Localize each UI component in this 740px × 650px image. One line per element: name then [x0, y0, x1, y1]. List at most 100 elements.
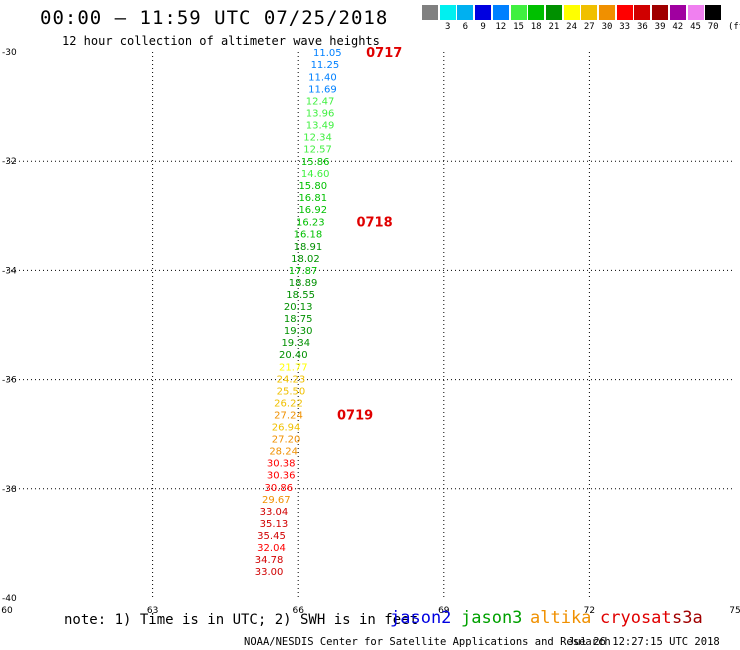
color-legend-label: 21: [548, 22, 560, 32]
swh-data-label: 28.24: [269, 447, 298, 458]
swh-data-label: 27.20: [272, 435, 301, 446]
color-legend-label: 12: [495, 22, 507, 32]
swh-data-label: 27.24: [274, 411, 303, 422]
color-legend-swatch: [510, 5, 527, 20]
satellite-legend-jason2: jason2: [390, 608, 452, 628]
swh-data-label: 15.86: [301, 157, 330, 168]
color-legend-swatch: [652, 5, 669, 20]
y-tick-label: -40: [2, 594, 17, 604]
swh-data-label: 16.23: [296, 217, 325, 228]
color-legend-label: 9: [480, 22, 486, 32]
swh-data-label: 29.67: [262, 495, 291, 506]
swh-data-label: 18.89: [289, 278, 318, 289]
color-legend-swatch: [528, 5, 545, 20]
swh-data-label: 20.40: [279, 350, 308, 361]
page-subtitle: 12 hour collection of altimeter wave hei…: [62, 34, 380, 48]
swh-data-label: 18.02: [291, 254, 320, 265]
footer-note: note: 1) Time is in UTC; 2) SWH is in fe…: [64, 612, 419, 628]
x-tick-label: 75: [729, 606, 740, 616]
color-legend-swatch: [581, 5, 598, 20]
color-legend-swatch: [492, 5, 509, 20]
x-tick-label: 60: [1, 606, 13, 616]
swh-data-label: 14.60: [301, 169, 330, 180]
swh-data-label: 12.47: [306, 97, 335, 108]
color-legend-swatch: [669, 5, 686, 20]
swh-data-label: 30.36: [267, 471, 296, 482]
satellite-legend-cryosat: cryosat: [600, 608, 672, 628]
swh-data-label: 24.23: [277, 375, 306, 386]
swh-data-label: 11.05: [313, 48, 342, 59]
color-legend-label: 33: [619, 22, 631, 32]
footer-timestamp: Jul 26 12:27:15 UTC 2018: [568, 636, 720, 648]
swh-data-label: 11.40: [308, 73, 337, 84]
color-legend-label: 30: [601, 22, 613, 32]
time-label: 0717: [366, 46, 402, 61]
color-legend-swatch: [616, 5, 633, 20]
footer-credit: NOAA/NESDIS Center for Satellite Applica…: [244, 636, 611, 648]
color-legend-swatch: [457, 5, 474, 20]
swh-data-label: 16.81: [298, 193, 327, 204]
color-legend-label: 39: [654, 22, 666, 32]
color-legend-label: 24: [566, 22, 578, 32]
color-legend-label: 70: [707, 22, 719, 32]
swh-data-label: 25.50: [277, 387, 306, 398]
satellite-legend-s3a: s3a: [672, 608, 703, 628]
x-tick-label: 69: [438, 606, 450, 616]
swh-data-label: 18.55: [286, 290, 315, 301]
swh-data-label: 15.80: [298, 181, 327, 192]
color-legend-label: 42: [672, 22, 684, 32]
color-legend-swatch: [545, 5, 562, 20]
swh-data-label: 12.34: [303, 133, 332, 144]
y-tick-label: -32: [2, 157, 17, 167]
y-tick-label: -30: [2, 48, 17, 58]
swh-data-label: 35.45: [257, 531, 286, 542]
color-legend-label: 27: [583, 22, 595, 32]
satellite-legend-altika: altika: [530, 608, 592, 628]
y-tick-label: -36: [2, 376, 17, 386]
swh-data-label: 26.22: [274, 399, 303, 410]
color-legend-label: 18: [530, 22, 542, 32]
color-legend-swatch: [422, 5, 438, 20]
color-legend-label: 36: [636, 22, 648, 32]
swh-data-label: 33.00: [255, 567, 284, 578]
swh-data-label: 13.96: [306, 109, 335, 120]
color-legend-label: 45: [690, 22, 701, 32]
swh-data-label: 19.30: [284, 326, 313, 337]
swh-data-label: 18.75: [284, 314, 313, 325]
color-legend-unit: (ft): [728, 22, 740, 32]
color-legend-swatch: [687, 5, 704, 20]
color-legend-swatch: [634, 5, 651, 20]
swh-data-label: 26.94: [272, 423, 301, 434]
swh-data-label: 30.86: [264, 483, 293, 494]
swh-data-label: 34.78: [255, 555, 284, 566]
page-title: 00:00 – 11:59 UTC 07/25/2018: [40, 7, 389, 29]
x-tick-label: 63: [147, 606, 158, 616]
color-legend-swatch: [475, 5, 492, 20]
swh-data-label: 33.04: [260, 507, 289, 518]
color-legend-swatch: [439, 5, 456, 20]
x-tick-label: 72: [584, 606, 595, 616]
swh-data-label: 30.38: [267, 459, 296, 470]
swh-data-label: 21.77: [279, 362, 308, 373]
time-label: 0718: [356, 215, 392, 230]
swh-data-label: 12.57: [303, 145, 332, 156]
swh-data-label: 20.13: [284, 302, 313, 313]
color-legend-swatch: [705, 5, 722, 20]
swh-data-label: 16.18: [294, 229, 323, 240]
swh-data-label: 19.34: [281, 338, 310, 349]
swh-data-label: 11.25: [311, 60, 340, 71]
color-legend-label: 3: [444, 22, 451, 32]
swh-data-label: 11.69: [308, 85, 337, 96]
color-legend-swatch: [599, 5, 615, 20]
swh-data-label: 18.91: [294, 242, 323, 253]
color-legend-swatch: [563, 5, 580, 20]
color-legend-label: 15: [513, 22, 524, 32]
swh-data-label: 17.87: [289, 266, 318, 277]
satellite-legend-jason3: jason3: [461, 608, 523, 628]
time-label: 0719: [337, 409, 373, 424]
y-tick-label: -34: [2, 266, 17, 276]
swh-data-label: 16.92: [298, 205, 327, 216]
